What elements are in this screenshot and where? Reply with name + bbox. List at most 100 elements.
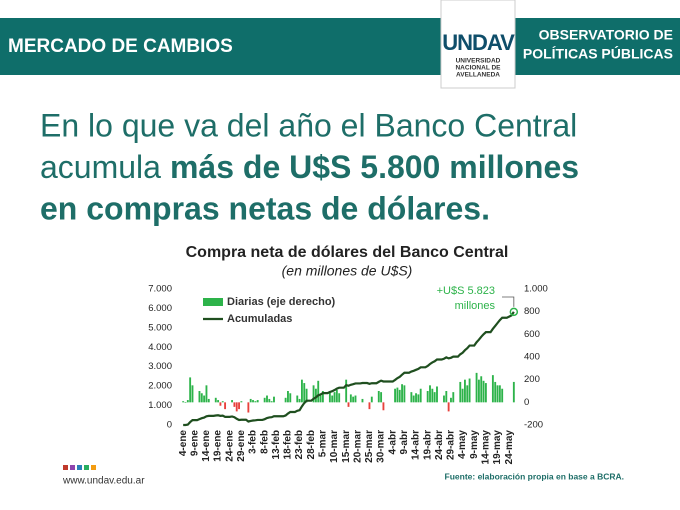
bar	[447, 402, 450, 412]
bar	[249, 398, 252, 403]
brand-dots	[63, 465, 96, 470]
x-tick-label: 9-abr	[399, 430, 410, 455]
bar	[219, 402, 222, 406]
bar	[380, 392, 383, 403]
y2-tick-label: 800	[524, 306, 540, 317]
bar	[466, 385, 469, 403]
bar	[217, 400, 220, 403]
bar	[270, 401, 273, 403]
x-tick-label: 28-feb	[306, 430, 317, 459]
bar	[410, 392, 413, 403]
dot	[70, 465, 75, 470]
bar	[191, 385, 194, 403]
dot	[63, 465, 68, 470]
bar	[480, 376, 483, 403]
bar	[321, 391, 324, 403]
logo-box	[440, 0, 516, 89]
bar	[273, 396, 275, 403]
bar	[361, 398, 364, 403]
bar	[247, 402, 250, 413]
bar	[482, 380, 485, 403]
bar	[419, 388, 422, 403]
bar	[284, 397, 287, 403]
bar	[382, 402, 385, 411]
bar	[221, 401, 224, 403]
bar	[494, 381, 497, 403]
bar	[370, 396, 373, 403]
bar	[231, 400, 233, 403]
y2-tick-label: 600	[524, 329, 540, 340]
bar	[491, 375, 494, 403]
bar	[459, 381, 462, 403]
x-tick-label: 24-ene	[224, 430, 235, 462]
bar	[331, 395, 334, 403]
bar	[396, 387, 399, 403]
bar	[450, 397, 452, 403]
y-tick-label: 0	[167, 420, 172, 431]
bar	[312, 385, 315, 403]
x-tick-label: 14-ene	[201, 430, 212, 462]
bar	[256, 400, 259, 403]
bar	[328, 391, 331, 403]
bar	[403, 385, 406, 403]
x-tick-label: 9-ene	[189, 430, 200, 457]
x-tick-label: 10-mar	[329, 430, 340, 463]
x-tick-label: 15-mar	[341, 430, 352, 463]
bar	[436, 386, 438, 403]
x-tick-label: 9-may	[469, 430, 480, 459]
annotation: millones	[455, 300, 496, 312]
bar	[207, 398, 210, 403]
bar	[431, 388, 434, 403]
x-tick-label: 3-feb	[248, 430, 259, 454]
bar	[443, 395, 445, 403]
observatory-line: OBSERVATORIO DE	[539, 27, 673, 43]
y-tick-label: 1.000	[148, 400, 172, 411]
bar	[354, 395, 357, 403]
legend-swatch	[203, 298, 223, 306]
y-tick-label: 4.000	[148, 342, 172, 353]
x-tick-label: 5-mar	[318, 430, 329, 457]
bar	[501, 388, 504, 403]
bar	[433, 392, 436, 403]
bar	[263, 397, 266, 403]
chart-subtitle: (en millones de U$S)	[282, 263, 413, 279]
y-tick-label: 6.000	[148, 303, 172, 314]
x-tick-label: 18-feb	[283, 430, 294, 459]
bar	[252, 400, 254, 403]
bar	[240, 401, 243, 403]
y-tick-label: 2.000	[148, 381, 172, 392]
annotation-leader	[502, 296, 515, 307]
bar	[314, 388, 317, 403]
x-tick-label: 8-feb	[259, 430, 270, 454]
bar	[415, 393, 417, 403]
observatory-line: POLÍTICAS PÚBLICAS	[523, 45, 673, 62]
bar	[205, 385, 208, 403]
bar	[224, 402, 227, 410]
bar	[368, 402, 371, 410]
bar	[452, 392, 455, 403]
y-tick-label: 5.000	[148, 322, 172, 333]
bar	[186, 400, 189, 403]
bar	[345, 379, 348, 403]
bar	[464, 379, 466, 403]
bar	[484, 383, 487, 403]
bar	[475, 372, 478, 403]
bar	[303, 383, 306, 403]
bar	[412, 395, 415, 403]
footer-url: www.undav.edu.ar	[62, 476, 145, 487]
bar	[289, 393, 292, 403]
bar	[333, 392, 336, 403]
bar	[268, 398, 271, 403]
x-tick-label: 19-ene	[213, 430, 224, 462]
x-tick-label: 23-feb	[294, 430, 305, 459]
bar	[233, 402, 236, 407]
legend-label: Diarias (eje derecho)	[227, 296, 336, 308]
logo-text: AVELLANEDA	[456, 72, 500, 79]
line	[183, 311, 515, 427]
x-tick-label: 30-mar	[376, 430, 387, 463]
bar	[347, 402, 350, 407]
bar	[203, 395, 206, 403]
bar	[429, 385, 431, 403]
y2-tick-label: -200	[524, 420, 543, 431]
bar	[401, 384, 403, 403]
